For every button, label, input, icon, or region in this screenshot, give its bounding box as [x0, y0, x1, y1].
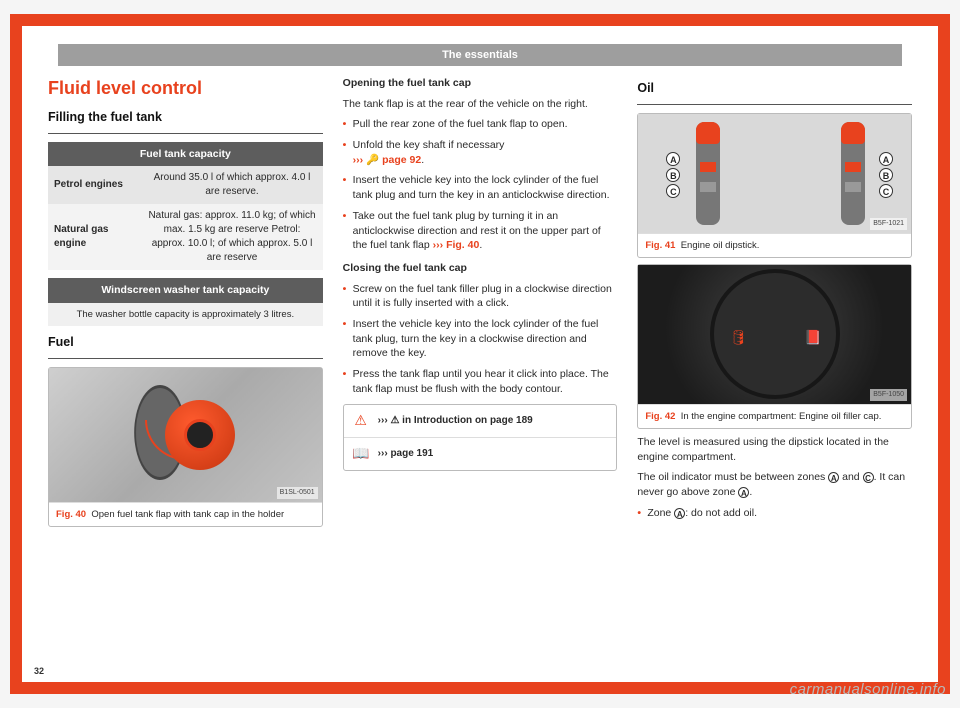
warning-icon: ⚠	[352, 411, 370, 431]
page: The essentials Fluid level control Filli…	[22, 26, 938, 682]
fuel-cap-illustration	[125, 380, 245, 490]
text: : do not add oil.	[685, 507, 757, 519]
fig-caption-text: Engine oil dipstick.	[681, 240, 760, 251]
ref-row: ⚠ ››› ⚠ in Introduction on page 189	[344, 405, 617, 437]
fig-num: Fig. 42	[645, 411, 675, 422]
oil-cap-illustration: 🛢 📕	[710, 269, 840, 399]
reference-box: ⚠ ››› ⚠ in Introduction on page 189 📖 ››…	[343, 404, 618, 470]
cap-value: Natural gas: approx. 11.0 kg; of which m…	[141, 204, 322, 270]
list-item: Unfold the key shaft if necessary ››› 🔑 …	[343, 138, 618, 167]
zone-a-ref: A	[738, 487, 749, 498]
zone-b-label: B	[879, 168, 893, 182]
fig-41: A B C A B C B5F-1021 Fig. 41 Engine oil …	[637, 113, 912, 258]
zone-a-ref: A	[828, 472, 839, 483]
close-heading: Closing the fuel tank cap	[343, 261, 618, 276]
ref-row: 📖 ››› page 191	[344, 437, 617, 470]
fig-tag: B5F-1050	[870, 389, 907, 401]
zone-c-ref: C	[863, 472, 874, 483]
outer-frame: The essentials Fluid level control Filli…	[10, 14, 950, 694]
open-intro: The tank flap is at the rear of the vehi…	[343, 97, 618, 112]
fig-num: Fig. 40	[56, 509, 86, 520]
list-item: Insert the vehicle key into the lock cyl…	[343, 173, 618, 202]
open-heading: Opening the fuel tank cap	[343, 76, 618, 91]
zone-b-label: B	[666, 168, 680, 182]
period: .	[479, 239, 482, 251]
cap-value: Around 35.0 l of which approx. 4.0 l are…	[141, 166, 322, 204]
fuel-heading: Fuel	[48, 334, 323, 352]
text: The oil indicator must be between zones	[637, 471, 828, 483]
close-list: Screw on the fuel tank filler plug in a …	[343, 282, 618, 397]
filling-heading: Filling the fuel tank	[48, 109, 323, 127]
table-title: Fuel tank capacity	[48, 142, 323, 167]
text: Zone	[647, 507, 674, 519]
oil-heading: Oil	[637, 80, 912, 98]
list-item: Screw on the fuel tank filler plug in a …	[343, 282, 618, 311]
ref-text: ››› page 191	[378, 447, 434, 461]
rule	[48, 358, 323, 359]
page-number: 32	[34, 666, 44, 676]
text: .	[749, 486, 752, 498]
fig-num: Fig. 41	[645, 240, 675, 251]
fig-41-caption: Fig. 41 Engine oil dipstick.	[638, 234, 911, 257]
li-text: Pull the rear zone of the fuel tank flap…	[353, 118, 568, 130]
cap-label: Petrol engines	[48, 166, 141, 204]
zone-c-label: C	[879, 184, 893, 198]
fig-tag: B1SL-0501	[277, 487, 318, 499]
open-list: Pull the rear zone of the fuel tank flap…	[343, 117, 618, 253]
list-item: Press the tank flap until you hear it cl…	[343, 367, 618, 396]
li-text: Unfold the key shaft if necessary	[353, 139, 505, 151]
fig-tag: B5F-1021	[870, 218, 907, 230]
list-item: Pull the rear zone of the fuel tank flap…	[343, 117, 618, 132]
zone-a-label: A	[879, 152, 893, 166]
fig-40: B1SL-0501 Fig. 40 Open fuel tank flap wi…	[48, 367, 323, 527]
columns: Fluid level control Filling the fuel tan…	[48, 76, 912, 672]
main-heading: Fluid level control	[48, 76, 323, 101]
zone-a-label: A	[666, 152, 680, 166]
watermark: carmanualsonline.info	[790, 681, 946, 698]
cap-label: Natural gas engine	[48, 204, 141, 270]
zone-c-label: C	[666, 184, 680, 198]
table-title: Windscreen washer tank capacity	[48, 278, 323, 303]
table-row: The washer bottle capacity is approximat…	[48, 303, 323, 326]
page-ref: ››› 🔑 page 92	[353, 154, 422, 166]
col-2: Opening the fuel tank cap The tank flap …	[343, 76, 618, 672]
list-item: Zone A: do not add oil.	[637, 506, 912, 521]
rule	[637, 104, 912, 105]
zone-a-ref: A	[674, 508, 685, 519]
period: .	[421, 154, 424, 166]
col-1: Fluid level control Filling the fuel tan…	[48, 76, 323, 672]
fuel-capacity-table: Fuel tank capacity Petrol engines Around…	[48, 142, 323, 271]
text: and	[839, 471, 862, 483]
table-row: Petrol engines Around 35.0 l of which ap…	[48, 166, 323, 204]
fig-40-image: B1SL-0501	[49, 368, 322, 503]
manual-icon: 📕	[804, 328, 821, 348]
fig-42: 🛢 📕 B5F-1050 Fig. 42 In the engine compa…	[637, 264, 912, 429]
fig-40-caption: Fig. 40 Open fuel tank flap with tank ca…	[49, 503, 322, 526]
oilcan-icon: 🛢	[730, 328, 748, 348]
oil-p1: The level is measured using the dipstick…	[637, 435, 912, 464]
fig-42-caption: Fig. 42 In the engine compartment: Engin…	[638, 405, 911, 428]
book-icon: 📖	[352, 444, 370, 464]
page-header: The essentials	[58, 44, 902, 66]
li-text: Insert the vehicle key into the lock cyl…	[353, 174, 610, 201]
washer-caption: The washer bottle capacity is approximat…	[48, 303, 323, 326]
oil-p2: The oil indicator must be between zones …	[637, 470, 912, 499]
oil-list: Zone A: do not add oil.	[637, 506, 912, 521]
table-row: Natural gas engine Natural gas: approx. …	[48, 204, 323, 270]
washer-table: Windscreen washer tank capacity The wash…	[48, 278, 323, 326]
fig-caption-text: Open fuel tank flap with tank cap in the…	[91, 509, 284, 520]
ref-text: ››› ⚠ in Introduction on page 189	[378, 414, 533, 428]
fig-42-image: 🛢 📕 B5F-1050	[638, 265, 911, 405]
list-item: Take out the fuel tank plug by turning i…	[343, 209, 618, 253]
fig-41-image: A B C A B C B5F-1021	[638, 114, 911, 234]
fig-caption-text: In the engine compartment: Engine oil fi…	[681, 411, 882, 422]
list-item: Insert the vehicle key into the lock cyl…	[343, 317, 618, 361]
col-3: Oil A	[637, 76, 912, 672]
rule	[48, 133, 323, 134]
fig-ref: ››› Fig. 40	[433, 239, 480, 251]
dipstick-left	[696, 122, 720, 225]
dipstick-right	[841, 122, 865, 225]
